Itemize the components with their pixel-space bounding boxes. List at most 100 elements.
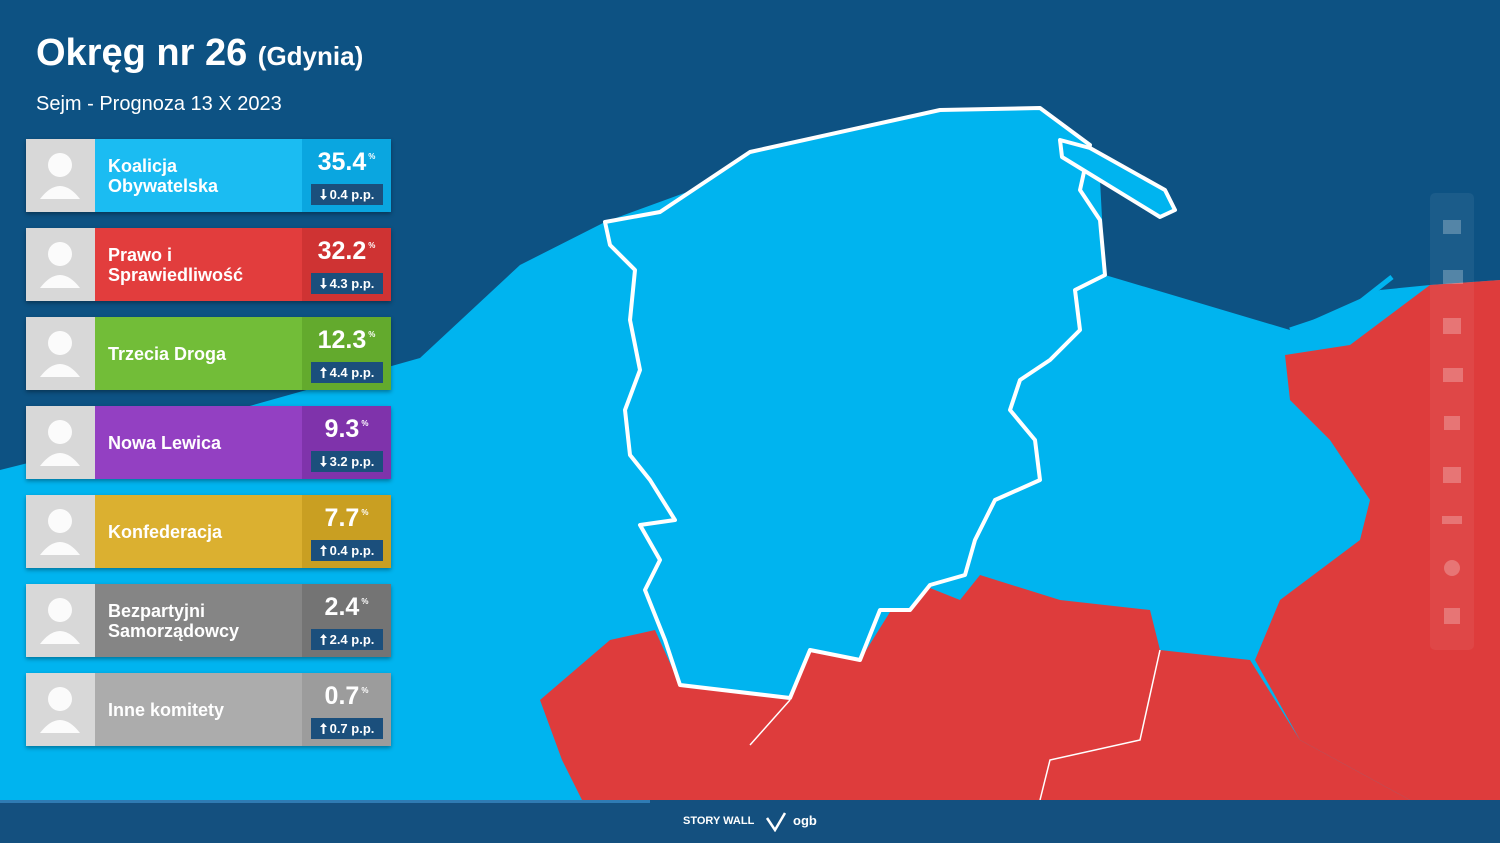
brand: STORY WALL xyxy=(683,815,755,827)
party-name: Nowa Lewica xyxy=(108,406,278,479)
change: 0.4 p.p. xyxy=(311,184,383,205)
value-unit: % xyxy=(361,508,369,517)
party-card: Bezpartyjni Samorządowcy 2.4% 2.4 p.p. xyxy=(26,584,391,657)
value-number: 7.7 xyxy=(324,504,360,532)
photo xyxy=(26,317,95,390)
photo xyxy=(26,495,95,568)
icon[interactable] xyxy=(1443,467,1461,483)
change-arrow xyxy=(319,456,327,467)
change-arrow xyxy=(319,189,327,200)
party-name: Inne komitety xyxy=(108,673,278,746)
change-text: 0.4 p.p. xyxy=(329,187,375,202)
peninsula xyxy=(1289,275,1394,333)
title-text: Okręg nr 26 xyxy=(36,32,248,74)
value-panel: 12.3% 4.4 p.p. xyxy=(302,317,391,390)
icon[interactable] xyxy=(1444,416,1460,430)
photo xyxy=(26,228,95,301)
change: 0.7 p.p. xyxy=(311,718,383,739)
icon[interactable] xyxy=(1444,608,1460,624)
party-name: Trzecia Droga xyxy=(108,317,278,390)
icon[interactable] xyxy=(1444,560,1460,576)
avatar xyxy=(40,509,80,555)
photo xyxy=(26,673,95,746)
hel-peninsula xyxy=(1058,138,1177,219)
change: 2.4 p.p. xyxy=(311,629,383,650)
logo-icon xyxy=(765,812,787,832)
party-name-text: Nowa Lewica xyxy=(108,432,222,453)
logo: ogb xyxy=(793,813,817,828)
avatar xyxy=(40,153,80,199)
party-card: Konfederacja 7.7% 0.4 p.p. xyxy=(26,495,391,568)
footer: STORY WALL ogb xyxy=(0,800,1500,843)
subtitle: Sejm - Prognoza 13 X 2023 xyxy=(36,93,282,115)
icon[interactable] xyxy=(1443,318,1461,334)
change-arrow xyxy=(319,634,327,645)
change-arrow xyxy=(319,545,327,556)
value-unit: % xyxy=(368,152,376,161)
change-text: 0.7 p.p. xyxy=(329,721,375,736)
value-number: 0.7 xyxy=(324,682,360,710)
value: 12.3% xyxy=(302,326,391,355)
change-arrow xyxy=(319,367,327,378)
value-unit: % xyxy=(361,419,369,428)
party-name-text: Konfederacja xyxy=(108,521,223,542)
value-unit: % xyxy=(361,597,369,606)
avatar xyxy=(40,331,80,377)
border xyxy=(749,699,791,746)
party-name-text: Inne komitety xyxy=(108,699,225,720)
title: Okręg nr 26 (Gdynia) xyxy=(36,32,363,75)
party-card: Prawo i Sprawiedliwość 32.2% 4.3 p.p. xyxy=(26,228,391,301)
photo xyxy=(26,584,95,657)
change-arrow xyxy=(319,278,327,289)
avatar xyxy=(40,420,80,466)
party-card: Nowa Lewica 9.3% 3.2 p.p. xyxy=(26,406,391,479)
party-name: Koalicja Obywatelska xyxy=(108,139,278,212)
icon[interactable] xyxy=(1442,516,1462,524)
avatar xyxy=(40,687,80,733)
value: 0.7% xyxy=(302,682,391,711)
value-number: 35.4 xyxy=(317,148,367,176)
party-name-text: Prawo i Sprawiedliwość xyxy=(108,244,244,285)
value-unit: % xyxy=(361,686,369,695)
value-number: 9.3 xyxy=(324,415,360,443)
party-name: Prawo i Sprawiedliwość xyxy=(108,228,278,301)
value: 2.4% xyxy=(302,593,391,622)
change-text: 0.4 p.p. xyxy=(329,543,375,558)
party-name-text: Bezpartyjni Samorządowcy xyxy=(108,600,240,641)
value-panel: 2.4% 2.4 p.p. xyxy=(302,584,391,657)
value-number: 12.3 xyxy=(317,326,367,354)
icon[interactable] xyxy=(1443,368,1463,382)
party-name: Konfederacja xyxy=(108,495,278,568)
region-red-south xyxy=(540,575,1410,800)
photo xyxy=(26,139,95,212)
region-red-east xyxy=(1255,280,1500,800)
value-panel: 35.4% 0.4 p.p. xyxy=(302,139,391,212)
district-26 xyxy=(603,106,1107,700)
value: 35.4% xyxy=(302,148,391,177)
change: 4.3 p.p. xyxy=(311,273,383,294)
party-card: Inne komitety 0.7% 0.7 p.p. xyxy=(26,673,391,746)
party-name-text: Trzecia Droga xyxy=(108,343,227,364)
avatar xyxy=(40,598,80,644)
value-unit: % xyxy=(368,241,376,250)
change: 4.4 p.p. xyxy=(311,362,383,383)
change: 3.2 p.p. xyxy=(311,451,383,472)
toolbar-icons xyxy=(1442,220,1463,624)
party-name-text: Koalicja Obywatelska xyxy=(108,155,219,196)
value-number: 2.4 xyxy=(324,593,360,621)
value-panel: 0.7% 0.7 p.p. xyxy=(302,673,391,746)
value: 7.7% xyxy=(302,504,391,533)
value: 9.3% xyxy=(302,415,391,444)
title-suffix: (Gdynia) xyxy=(257,41,364,71)
value-unit: % xyxy=(368,330,376,339)
photo xyxy=(26,406,95,479)
change-text: 2.4 p.p. xyxy=(329,632,375,647)
party-card: Trzecia Droga 12.3% 4.4 p.p. xyxy=(26,317,391,390)
icon[interactable] xyxy=(1443,220,1461,234)
toolbar xyxy=(1430,193,1474,650)
value-panel: 9.3% 3.2 p.p. xyxy=(302,406,391,479)
value: 32.2% xyxy=(302,237,391,266)
party-card: Koalicja Obywatelska 35.4% 0.4 p.p. xyxy=(26,139,391,212)
icon[interactable] xyxy=(1443,270,1463,284)
